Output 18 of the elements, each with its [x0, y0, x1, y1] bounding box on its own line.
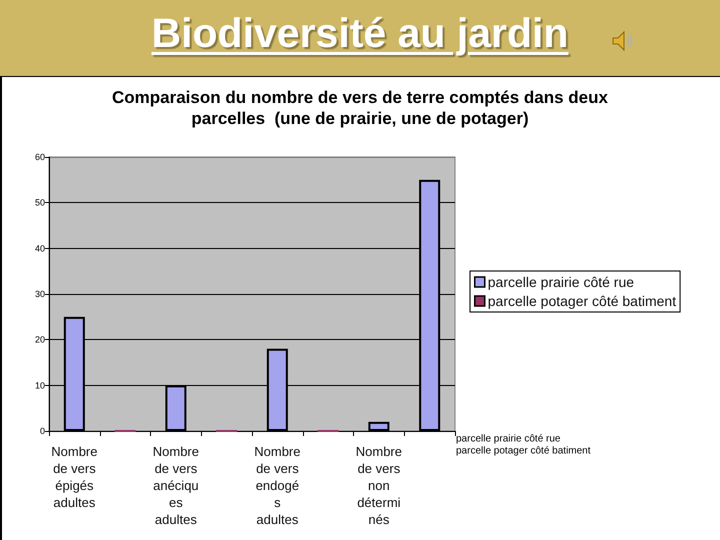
x-tick-label: Nombre de vers épigés adultes [51, 444, 98, 510]
y-tick-label: 50 [34, 198, 45, 208]
y-tick-label: 20 [34, 334, 45, 345]
legend-label: parcelle prairie côté rue [488, 274, 634, 290]
chart-title: Biodiversité au jardin [150, 10, 570, 57]
y-tick-label: 40 [34, 243, 45, 254]
text: parcelle potager côté batiment [456, 446, 591, 456]
y-tick-label: 60 [34, 152, 45, 162]
y-tick-label: 0 [40, 426, 45, 436]
x-tick-label: Nombre de vers endogés adultes [254, 444, 300, 527]
x-tick-label: Nombre de vers anéciques adultes [152, 444, 199, 527]
y-tick-label: 10 [34, 380, 45, 390]
legend-label: parcelle potager côté batiment [488, 293, 676, 309]
y-tick-label: 30 [34, 289, 45, 299]
chart-subtitle: Comparaison du nombre de vers de terre comptés dans deux parcelles (une de prairie, une de potager) [111, 87, 609, 129]
x-tick-label: Nombre de vers non déterminés [356, 444, 402, 527]
bar [368, 422, 390, 431]
text: parcelle prairie côté rue [456, 434, 561, 444]
